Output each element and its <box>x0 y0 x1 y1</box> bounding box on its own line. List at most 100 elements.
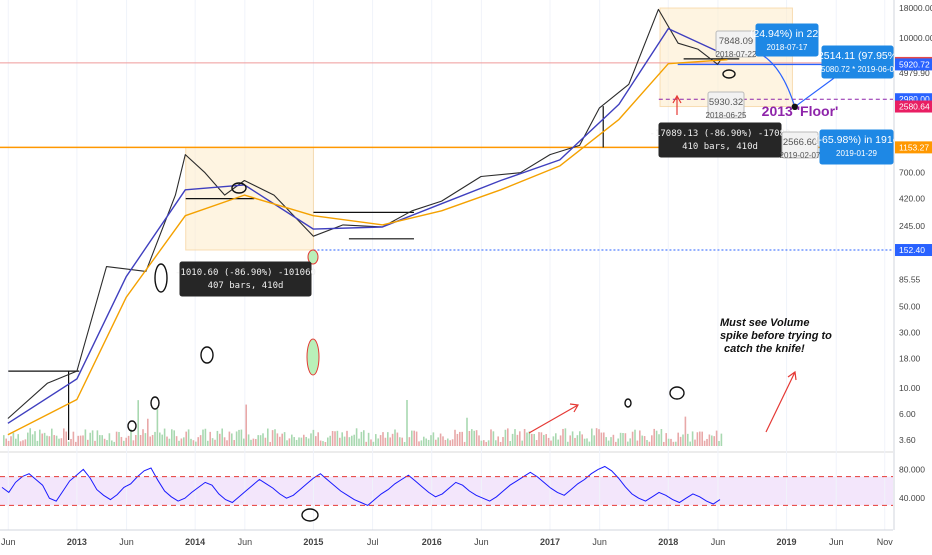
volume-bar <box>449 440 451 446</box>
volume-bar <box>365 441 367 446</box>
volume-bar <box>312 429 315 446</box>
volume-bar <box>579 431 581 446</box>
annotation-gain-22d-bg <box>755 23 819 57</box>
volume-bar <box>343 436 346 446</box>
hand-circle-volume-4 <box>624 398 632 408</box>
volume-bar <box>223 437 226 446</box>
volume-bar <box>531 433 533 446</box>
volume-bar <box>677 432 679 446</box>
volume-bar <box>538 432 540 446</box>
hand-drawn-marks <box>127 69 736 522</box>
hand-circle-2013 <box>154 263 168 293</box>
volume-bar <box>552 436 555 446</box>
price-label-bg-4 <box>895 141 932 154</box>
volume-bar <box>497 436 499 446</box>
volume-bar <box>87 439 89 446</box>
price-label-bg-5 <box>895 244 932 257</box>
volume-bar <box>401 437 403 446</box>
hand-circle-rsi <box>301 508 319 522</box>
note-line-1: spike before trying to <box>720 330 832 342</box>
volume-bar <box>24 439 27 446</box>
volume-bar <box>195 441 197 446</box>
volume-bar <box>485 441 487 446</box>
volume-bar <box>557 439 559 446</box>
volume-bar <box>523 428 526 446</box>
y-tick-1: 10000.00 <box>899 33 932 43</box>
volume-bar <box>670 438 672 446</box>
volume-bar <box>439 433 442 446</box>
volume-bar <box>694 439 696 446</box>
volume-bar <box>708 434 711 446</box>
volume-bar <box>46 435 48 446</box>
volume-bar <box>655 430 658 446</box>
price-label-5: 152.40 <box>899 245 925 255</box>
volume-bar <box>111 440 113 446</box>
annotation-5930: 5930.32 2018-06-25 <box>706 91 747 120</box>
volume-bar <box>535 440 538 446</box>
volume-bar <box>504 429 507 446</box>
x-tick-3: 2014 <box>185 537 205 547</box>
volume-bar <box>514 429 516 446</box>
bottom-highlight-2015 <box>307 249 319 265</box>
volume-bar <box>432 432 435 446</box>
price-label-bg-1 <box>895 58 932 71</box>
volume-bar <box>516 434 519 446</box>
volume-bar <box>199 435 202 446</box>
volume-bar <box>219 433 221 446</box>
volume-bar <box>547 437 550 446</box>
volume-bar <box>396 432 399 446</box>
volume-bar <box>394 429 396 446</box>
volume-bar <box>408 437 411 446</box>
volume-bar <box>653 428 655 446</box>
volume-bar <box>317 432 319 446</box>
volume-bar <box>696 432 699 446</box>
volume-bar <box>454 429 456 446</box>
volume-bar <box>672 441 675 446</box>
volume-bar <box>687 433 689 446</box>
volume-bar <box>372 441 375 446</box>
volume-bar <box>262 433 264 446</box>
volume-bar <box>60 438 63 446</box>
annotation-drop-191d: (-65.98%) in 191c 2019-01-29 <box>815 129 898 165</box>
volume-bar <box>267 428 269 446</box>
volume-bar <box>274 429 276 446</box>
annotation-drop-2018-bg <box>658 122 782 158</box>
volume-bar <box>483 440 485 446</box>
volume-bar <box>425 438 427 446</box>
volume-bar <box>487 440 490 446</box>
volume-bar <box>663 441 665 446</box>
volume-bar <box>370 439 372 446</box>
annotation-2566-bg <box>781 131 819 159</box>
volume-bar <box>96 430 99 446</box>
volume-bar <box>564 428 567 446</box>
volume-bar <box>175 436 178 446</box>
annotation-drop-2014-text-1: 407 bars, 410d <box>208 281 284 291</box>
volume-bar <box>12 432 15 446</box>
volume-bar <box>163 428 166 446</box>
volume-bar <box>156 409 159 446</box>
volume-bar <box>120 436 123 446</box>
volume-bar <box>466 417 468 446</box>
volume-bar <box>48 436 51 446</box>
volume-bar <box>180 438 183 446</box>
volume-bar <box>605 437 607 446</box>
volume-bar <box>562 428 564 446</box>
annotation-drop-2014: -1010.60 (-86.90%) -101060 407 bars, 410d <box>175 261 316 297</box>
volume-bar <box>279 436 281 446</box>
volume-bar <box>190 438 192 446</box>
y-tick-8: 245.00 <box>899 221 925 231</box>
volume-bar <box>615 441 617 446</box>
volume-bar <box>411 430 413 446</box>
volume-bar <box>29 428 31 446</box>
volume-bar <box>51 428 53 446</box>
volume-bar <box>555 433 557 446</box>
volume-bar <box>711 435 713 446</box>
volume-bar <box>665 433 667 446</box>
volume-bar <box>607 440 610 446</box>
volume-bar <box>583 438 586 446</box>
volume-bar <box>610 437 612 446</box>
volume-bar <box>499 441 502 446</box>
rsi-band <box>0 476 893 506</box>
x-tick-9: 2017 <box>540 537 560 547</box>
